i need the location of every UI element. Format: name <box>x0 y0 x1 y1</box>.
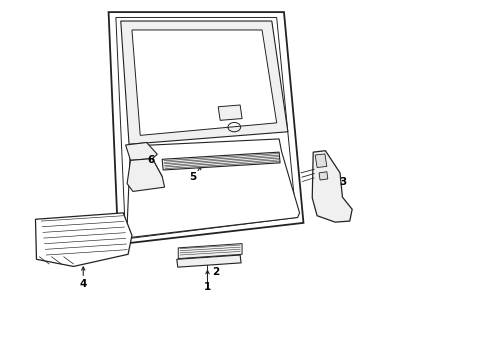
Text: 6: 6 <box>148 155 155 165</box>
Polygon shape <box>109 12 303 244</box>
Text: 2: 2 <box>212 267 220 277</box>
Polygon shape <box>121 21 288 144</box>
Polygon shape <box>116 18 296 239</box>
Polygon shape <box>125 143 157 160</box>
Polygon shape <box>127 158 165 192</box>
Polygon shape <box>35 213 132 266</box>
Polygon shape <box>127 139 299 238</box>
Text: 4: 4 <box>79 279 87 289</box>
Text: 5: 5 <box>189 172 196 182</box>
Polygon shape <box>218 105 242 120</box>
Polygon shape <box>162 152 280 170</box>
Polygon shape <box>312 151 352 222</box>
Text: 3: 3 <box>339 177 346 187</box>
Polygon shape <box>177 255 241 267</box>
Polygon shape <box>319 172 328 180</box>
Polygon shape <box>132 30 277 135</box>
Polygon shape <box>315 154 327 167</box>
Polygon shape <box>178 244 242 258</box>
Text: 1: 1 <box>204 282 211 292</box>
